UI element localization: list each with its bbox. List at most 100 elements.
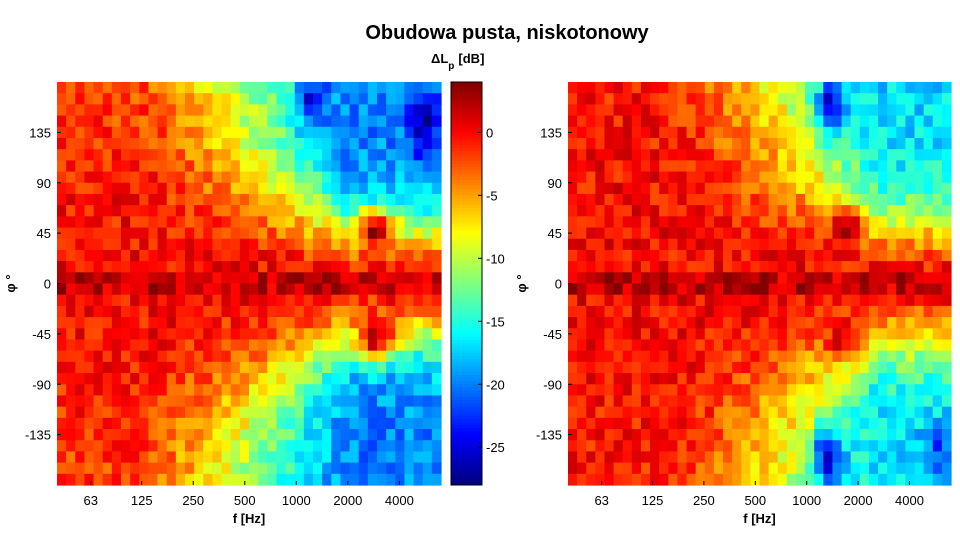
heatmap-cell [166, 249, 177, 262]
heatmap-cell [859, 417, 870, 430]
heatmap-cell [422, 350, 433, 363]
heatmap-cell [631, 193, 642, 206]
heatmap-cell [732, 205, 742, 217]
heatmap-cell [313, 373, 323, 385]
heatmap-cell [786, 93, 797, 105]
heatmap-cell [659, 149, 669, 161]
heatmap-cell [577, 429, 587, 441]
heatmap-cell [823, 473, 834, 486]
heatmap-cell [93, 305, 104, 318]
heatmap-cell [704, 406, 715, 419]
heatmap-cell [422, 261, 433, 273]
heatmap-cell [823, 238, 834, 251]
heatmap-cell [659, 440, 669, 453]
heatmap-cell [285, 283, 296, 296]
heatmap-cell [66, 149, 76, 161]
colorbar-swatch [451, 207, 482, 212]
heatmap-cell [431, 182, 442, 195]
heatmap-cell [258, 193, 268, 206]
heatmap-cell [175, 137, 186, 150]
heatmap-cell [795, 283, 806, 296]
heatmap-cell [221, 317, 232, 329]
heatmap-cell [303, 406, 314, 419]
heatmap-cell [686, 182, 697, 195]
heatmap-cell [868, 283, 879, 296]
heatmap-cell [859, 126, 870, 139]
heatmap-cell [859, 137, 870, 150]
heatmap-cell [768, 137, 779, 150]
heatmap-cell [166, 115, 177, 128]
heatmap-cell [677, 171, 688, 184]
heatmap-cell [358, 373, 369, 385]
heatmap-cell [313, 115, 323, 128]
heatmap-cell [102, 384, 113, 397]
heatmap-cell [230, 82, 241, 94]
heatmap-cell [377, 283, 387, 296]
heatmap-cell [349, 328, 360, 341]
heatmap-cell [75, 294, 86, 307]
heatmap-cell [111, 429, 122, 441]
heatmap-cell [102, 249, 113, 262]
heatmap-cell [586, 182, 596, 195]
heatmap-cell [130, 317, 140, 329]
heatmap-cell [185, 294, 195, 307]
heatmap-cell [759, 473, 770, 486]
heatmap-cell [631, 462, 642, 475]
heatmap-cell [759, 373, 770, 385]
heatmap-cell [148, 137, 159, 150]
heatmap-cell [102, 149, 113, 161]
heatmap-cell [340, 283, 351, 296]
heatmap-cell [194, 283, 204, 296]
heatmap-cell [212, 104, 223, 117]
heatmap-cell [905, 440, 916, 453]
heatmap-cell [221, 182, 232, 195]
heatmap-cell [613, 182, 624, 195]
heatmap-cell [841, 317, 852, 329]
heatmap-cell [668, 350, 679, 363]
heatmap-cell [704, 137, 715, 150]
heatmap-cell [102, 440, 113, 453]
heatmap-cell [194, 328, 204, 341]
heatmap-cell [759, 205, 770, 217]
heatmap-cell [905, 238, 916, 251]
heatmap-cell [294, 451, 305, 464]
heatmap-cell [650, 373, 660, 385]
heatmap-cell [695, 216, 706, 229]
heatmap-cell [677, 350, 688, 363]
heatmap-cell [786, 361, 797, 374]
heatmap-cell [313, 216, 323, 229]
heatmap-cell [750, 93, 761, 105]
heatmap-cell [121, 261, 131, 273]
heatmap-cell [786, 193, 797, 206]
heatmap-cell [841, 227, 852, 240]
heatmap-cell [713, 93, 724, 105]
heatmap-cell [650, 406, 660, 419]
heatmap-cell [175, 417, 186, 430]
heatmap-cell [723, 238, 733, 251]
heatmap-cell [814, 272, 824, 285]
heatmap-cell [568, 227, 578, 240]
heatmap-cell [130, 417, 140, 430]
heatmap-cell [568, 249, 578, 262]
heatmap-cell [686, 406, 697, 419]
heatmap-cell [805, 93, 815, 105]
heatmap-cell [249, 160, 259, 173]
heatmap-cell [93, 149, 104, 161]
heatmap-cell [93, 205, 104, 217]
heatmap-cell [650, 350, 660, 363]
heatmap-cell [686, 104, 697, 117]
heatmap-cell [422, 249, 433, 262]
heatmap-cell [139, 126, 150, 139]
heatmap-cell [185, 149, 195, 161]
heatmap-cell [239, 182, 250, 195]
heatmap-cell [276, 137, 287, 150]
heatmap-cell [75, 350, 86, 363]
heatmap-cell [239, 238, 250, 251]
heatmap-cell [331, 205, 342, 217]
heatmap-cell [422, 126, 433, 139]
heatmap-cell [759, 350, 770, 363]
heatmap-cell [704, 384, 715, 397]
heatmap-cell [786, 429, 797, 441]
heatmap-cell [905, 283, 916, 296]
heatmap-cell [713, 373, 724, 385]
